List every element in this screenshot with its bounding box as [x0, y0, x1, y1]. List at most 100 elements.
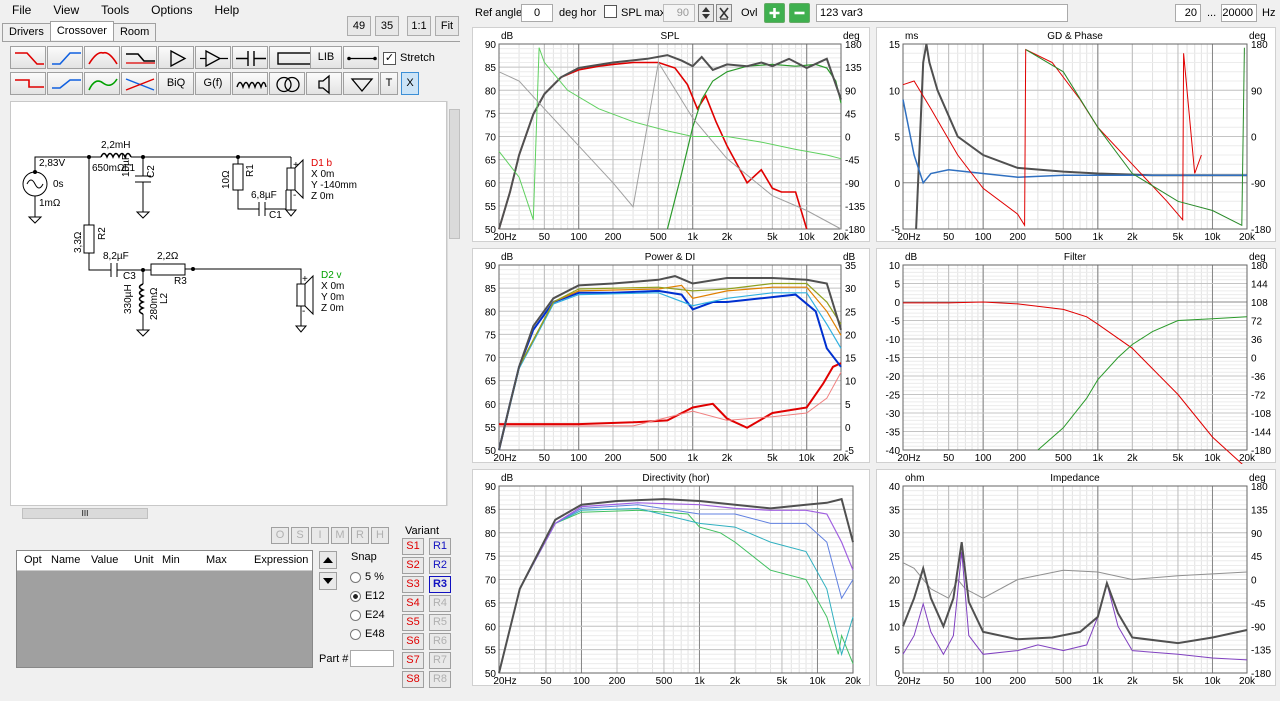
- ground-button[interactable]: [343, 72, 379, 95]
- grid-49-button[interactable]: 49: [347, 16, 371, 36]
- highpass2-button[interactable]: [47, 72, 83, 95]
- move-up-button[interactable]: [319, 551, 337, 569]
- menu-help[interactable]: Help: [214, 3, 240, 17]
- spl-graph[interactable]: 90 85 80 75 70 65 60 55 50 180 135 90 45 0 -45 -90 -135 -…: [472, 27, 870, 243]
- tab-room[interactable]: Room: [112, 23, 157, 41]
- amplifier-button[interactable]: [195, 46, 231, 69]
- resistor-button[interactable]: [269, 46, 319, 69]
- y2-tick-label: -90: [1251, 622, 1266, 633]
- snap-e12[interactable]: E12: [350, 587, 385, 606]
- tab-drivers[interactable]: Drivers: [2, 23, 51, 41]
- optimizer-table[interactable]: Opt Name Value Unit Min Max Expression: [16, 550, 313, 668]
- filter-graph[interactable]: 10 5 0 -5 -10 -15 -20 -25 -30 -35 -40 180 144 108 72 36…: [876, 248, 1276, 464]
- x-tick-label: 50: [943, 676, 955, 687]
- stretch-checkbox[interactable]: ✓: [383, 52, 396, 65]
- shelf-button[interactable]: [121, 46, 157, 69]
- variant-s7-button[interactable]: S7: [402, 652, 424, 669]
- schematic-canvas[interactable]: 2,83V 0s 1mΩ 2,2mH 650mΩ L1 10µF C2 10Ω …: [10, 101, 447, 506]
- opt-r-button[interactable]: R: [351, 527, 369, 544]
- variant-s3-button[interactable]: S3: [402, 576, 424, 593]
- directivity-graph[interactable]: 90 85 80 75 70 65 60 55 50 20Hz 50 100 200 500 1k 2k 5k 1…: [472, 469, 870, 687]
- menu-view[interactable]: View: [53, 3, 80, 17]
- lowpass2-button[interactable]: [10, 72, 46, 95]
- variant-r2-button[interactable]: R2: [429, 557, 451, 574]
- menu-options[interactable]: Options: [151, 3, 193, 17]
- variant-s6-button[interactable]: S6: [402, 633, 424, 650]
- variant-r1-button[interactable]: R1: [429, 538, 451, 555]
- spl-max-checkbox[interactable]: [604, 5, 617, 18]
- variant-r8-button[interactable]: R8: [429, 671, 451, 688]
- horizontal-scroll-thumb[interactable]: III: [22, 508, 148, 519]
- zoom-1-1-button[interactable]: 1:1: [407, 16, 431, 36]
- power-di-graph[interactable]: 90 85 80 75 70 65 60 55 50 35 30 25 20 15 10 5 0 -5 20Hz 50…: [472, 248, 870, 464]
- x-tick-label: 10k: [1204, 676, 1221, 687]
- variant-r3-button[interactable]: R3: [429, 576, 451, 593]
- wire-button[interactable]: [343, 46, 379, 69]
- menu-tools[interactable]: Tools: [101, 3, 130, 17]
- variant-r4-button[interactable]: R4: [429, 595, 451, 612]
- opt-s-button[interactable]: S: [291, 527, 309, 544]
- biquad-button[interactable]: BiQ: [158, 72, 194, 95]
- y2-tick-label: 0: [1251, 354, 1257, 365]
- opt-i-button[interactable]: I: [311, 527, 329, 544]
- fit-button[interactable]: Fit: [435, 16, 459, 36]
- right-unit-label: deg: [843, 31, 860, 42]
- spl-max-input[interactable]: 90: [663, 4, 695, 22]
- variant-s1-button[interactable]: S1: [402, 538, 424, 555]
- gd-phase-graph[interactable]: 15 10 5 0 -5 180 90 0 -90 -180 20Hz 50 100 200 500 1k 2k…: [876, 27, 1276, 243]
- allpass-button[interactable]: [121, 72, 157, 95]
- opt-h-button[interactable]: H: [371, 527, 389, 544]
- add-variant-button[interactable]: [764, 3, 785, 23]
- ref-angle-input[interactable]: 0: [521, 4, 553, 22]
- highpass1-button[interactable]: [47, 46, 83, 69]
- buffer-button[interactable]: [158, 46, 194, 69]
- schematic-vertical-scrollbar[interactable]: [447, 101, 461, 506]
- snap-5pct[interactable]: 5 %: [350, 568, 385, 587]
- variant-s8-button[interactable]: S8: [402, 671, 424, 688]
- spl-close-button[interactable]: [716, 4, 732, 22]
- y2-tick-label: 0: [1251, 133, 1257, 144]
- impedance-graph[interactable]: 40 35 30 25 20 15 10 5 0 180 135 90 45 0 -45 -90 -135 -18…: [876, 469, 1276, 687]
- opt-m-button[interactable]: M: [331, 527, 349, 544]
- variant-s2-button[interactable]: S2: [402, 557, 424, 574]
- left-unit-label: dB: [501, 31, 514, 42]
- opt-o-button[interactable]: O: [271, 527, 289, 544]
- radio-icon: [350, 609, 361, 621]
- variant-r6-button[interactable]: R6: [429, 633, 451, 650]
- freq-min-input[interactable]: 20: [1175, 4, 1201, 22]
- snap-e48[interactable]: E48: [350, 625, 385, 644]
- variant-name-input[interactable]: 123 var3: [816, 4, 1068, 22]
- transfer-function-button[interactable]: G(f): [195, 72, 231, 95]
- move-down-button[interactable]: [319, 572, 337, 590]
- freq-max-input[interactable]: 20000: [1221, 4, 1257, 22]
- vertical-scroll-thumb[interactable]: [449, 109, 460, 239]
- plot-frame: [498, 43, 842, 230]
- grid-35-button[interactable]: 35: [375, 16, 399, 36]
- y2-tick-label: 10: [845, 377, 857, 388]
- variant-r5-button[interactable]: R5: [429, 614, 451, 631]
- part-number-input[interactable]: [350, 650, 394, 667]
- snap-e24[interactable]: E24: [350, 606, 385, 625]
- bandpass1-button[interactable]: [84, 46, 120, 69]
- schematic-horizontal-scrollbar[interactable]: III: [10, 507, 447, 521]
- delete-button[interactable]: X: [401, 72, 419, 95]
- plot-frame: [902, 264, 1248, 451]
- driver-button[interactable]: [306, 72, 342, 95]
- transformer-button[interactable]: [269, 72, 305, 95]
- lowpass1-button[interactable]: [10, 46, 46, 69]
- inductor-button[interactable]: [232, 72, 268, 95]
- variant-s4-button[interactable]: S4: [402, 595, 424, 612]
- menu-file[interactable]: File: [12, 3, 32, 17]
- tab-crossover[interactable]: Crossover: [49, 21, 114, 40]
- col-max: Max: [206, 554, 227, 566]
- variant-r7-button[interactable]: R7: [429, 652, 451, 669]
- x-tick-label: 10k: [809, 676, 826, 687]
- library-button[interactable]: LIB: [310, 46, 342, 69]
- y-tick-label: 65: [485, 156, 497, 167]
- variant-s5-button[interactable]: S5: [402, 614, 424, 631]
- spl-up-down-button[interactable]: [698, 4, 714, 22]
- capacitor-button[interactable]: [232, 46, 268, 69]
- bandpass2-button[interactable]: [84, 72, 120, 95]
- remove-variant-button[interactable]: [789, 3, 810, 23]
- text-button[interactable]: T: [380, 72, 398, 95]
